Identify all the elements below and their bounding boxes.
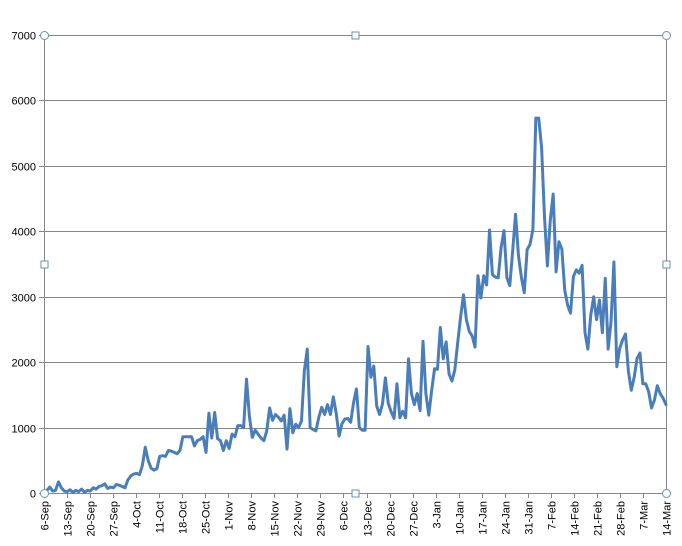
x-tick-label: 6-Sep bbox=[40, 501, 52, 530]
x-tick-label: 4-Oct bbox=[132, 501, 144, 528]
x-tick-label: 29-Nov bbox=[316, 501, 328, 537]
resize-handle-edge[interactable] bbox=[40, 260, 49, 269]
x-tick-label: 22-Nov bbox=[293, 501, 305, 537]
x-tick-label: 28-Feb bbox=[616, 501, 628, 536]
x-tick-label: 20-Dec bbox=[386, 501, 398, 537]
series-layer bbox=[42, 116, 668, 495]
y-tick-label: 6000 bbox=[12, 96, 36, 108]
x-tick-label: 27-Dec bbox=[409, 501, 421, 537]
x-tick-label: 13-Dec bbox=[363, 501, 375, 537]
series-line bbox=[42, 116, 668, 495]
x-tick-label: 31-Jan bbox=[524, 501, 536, 535]
y-tick-label: 3000 bbox=[12, 293, 36, 305]
x-tick-label: 8-Nov bbox=[247, 501, 259, 531]
x-tick-label: 24-Jan bbox=[501, 501, 513, 535]
x-tick-label: 6-Dec bbox=[339, 501, 351, 531]
x-tick-label: 27-Sep bbox=[109, 501, 121, 536]
resize-handle-corner[interactable] bbox=[40, 489, 49, 498]
x-tick-label: 20-Sep bbox=[86, 501, 98, 536]
y-axis: 0 1000 2000 3000 4000 5000 6000 7000 bbox=[12, 31, 44, 501]
x-tick-label: 13-Sep bbox=[63, 501, 75, 536]
resize-handle-edge[interactable] bbox=[662, 260, 671, 269]
y-tick-label: 2000 bbox=[12, 358, 36, 370]
resize-handle-corner[interactable] bbox=[662, 489, 671, 498]
selection-handles[interactable] bbox=[40, 31, 671, 498]
plot-area-frame bbox=[44, 35, 667, 494]
y-tick-label: 0 bbox=[30, 489, 36, 501]
x-tick-label: 14-Mar bbox=[662, 501, 674, 536]
gridlines bbox=[44, 100, 666, 429]
x-tick-label: 25-Oct bbox=[201, 501, 213, 534]
x-tick-label: 7-Feb bbox=[547, 501, 559, 530]
x-axis: 6-Sep 13-Sep 20-Sep 27-Sep 4-Oct 11-Oct 18-Oct… bbox=[40, 493, 674, 536]
resize-handle-edge[interactable] bbox=[351, 31, 360, 40]
resize-handle-corner[interactable] bbox=[662, 31, 671, 40]
x-tick-label: 15-Nov bbox=[270, 501, 282, 537]
x-tick-label: 3-Jan bbox=[432, 501, 444, 529]
y-tick-label: 7000 bbox=[12, 31, 36, 43]
x-tick-label: 14-Feb bbox=[570, 501, 582, 536]
resize-handle-corner[interactable] bbox=[40, 31, 49, 40]
x-tick-label: 17-Jan bbox=[478, 501, 490, 535]
y-tick-label: 1000 bbox=[12, 424, 36, 436]
y-tick-label: 5000 bbox=[12, 162, 36, 174]
x-tick-label: 7-Mar bbox=[639, 501, 651, 530]
y-tick-label: 4000 bbox=[12, 227, 36, 239]
x-tick-label: 21-Feb bbox=[593, 501, 605, 536]
x-tick-label: 11-Oct bbox=[155, 501, 167, 533]
x-tick-label: 10-Jan bbox=[455, 501, 467, 535]
x-tick-label: 18-Oct bbox=[178, 501, 190, 534]
x-tick-label: 1-Nov bbox=[224, 501, 236, 531]
resize-handle-edge[interactable] bbox=[351, 489, 360, 498]
